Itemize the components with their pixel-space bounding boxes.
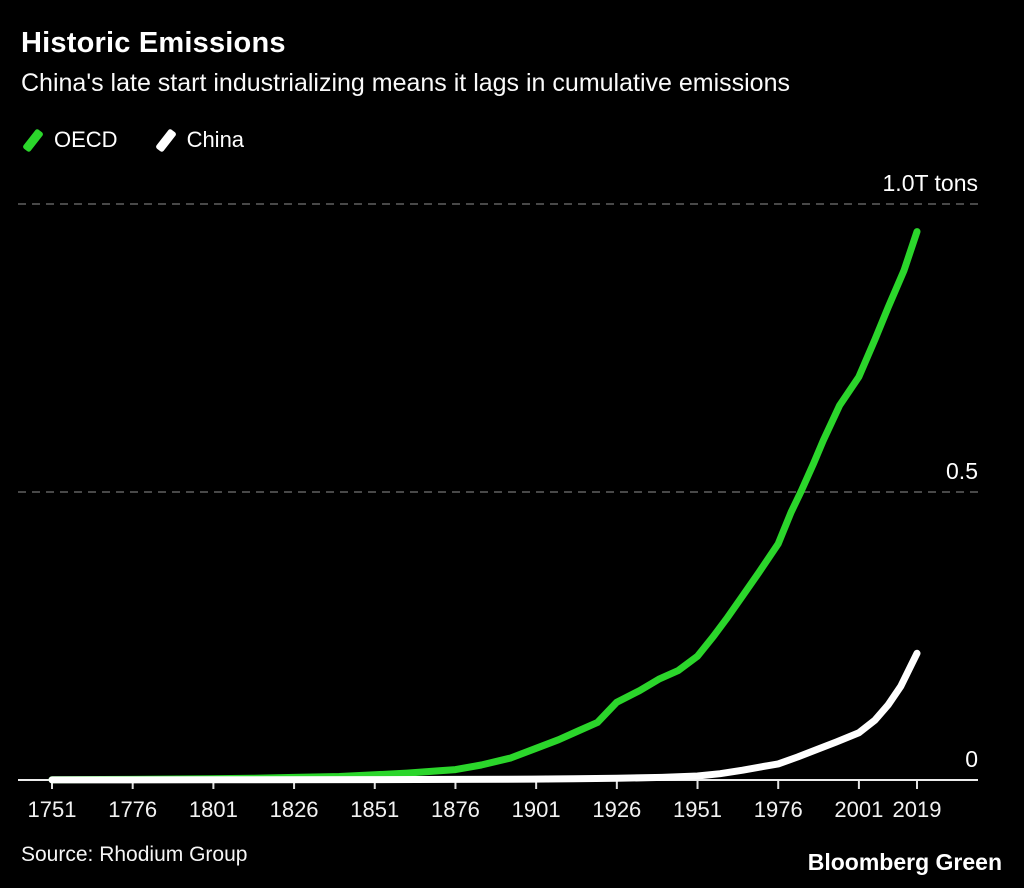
chart-subtitle: China's late start industrializing means… xyxy=(21,69,790,97)
oecd-line xyxy=(48,228,921,784)
gridline-label: 0.5 xyxy=(946,458,978,484)
legend-label-china: China xyxy=(186,127,245,152)
tick-label: 1801 xyxy=(189,797,238,822)
china-line xyxy=(48,649,921,784)
legend-item-china: China xyxy=(154,127,244,153)
tick-label: 1976 xyxy=(754,797,803,822)
tick-label: 1751 xyxy=(28,797,77,822)
gridline-label: 1.0T tons xyxy=(883,170,978,196)
tick-label: 1876 xyxy=(431,797,480,822)
tick-label: 1776 xyxy=(108,797,157,822)
legend-item-oecd: OECD xyxy=(21,127,118,153)
tick-label: 2001 xyxy=(834,797,883,822)
tick-label: 1826 xyxy=(270,797,319,822)
bloomberg-green-logo: Bloomberg Green xyxy=(807,849,1002,875)
page-title: Historic Emissions xyxy=(21,27,286,59)
tick-label: 1951 xyxy=(673,797,722,822)
tick-label: 1851 xyxy=(350,797,399,822)
legend-label-oecd: OECD xyxy=(54,127,118,152)
legend: OECD China xyxy=(21,127,244,153)
tick-label: 2019 xyxy=(893,797,942,822)
tick-label: 1926 xyxy=(592,797,641,822)
gridline-label: 0 xyxy=(965,746,978,772)
tick-label: 1901 xyxy=(512,797,561,822)
source-note: Source: Rhodium Group xyxy=(21,843,248,866)
